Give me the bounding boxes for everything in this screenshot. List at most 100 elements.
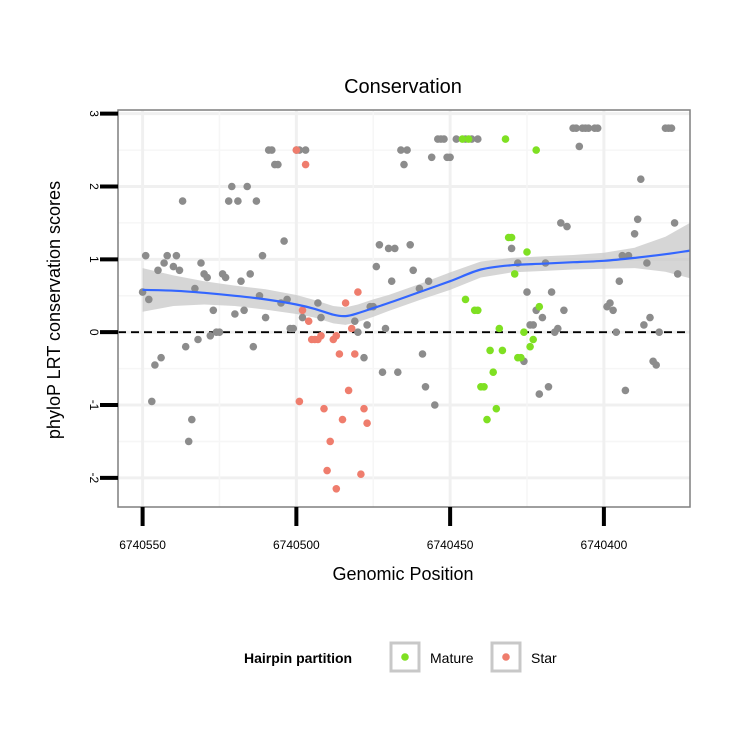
point-other <box>169 262 178 271</box>
point-other <box>209 306 218 315</box>
point-other <box>354 328 362 337</box>
point-mature <box>498 346 507 355</box>
y-tick-label: -1 <box>87 400 101 411</box>
confidence-band <box>142 222 691 325</box>
point-other <box>652 361 660 369</box>
point-other <box>249 342 258 351</box>
point-other <box>172 251 181 260</box>
point-other <box>289 324 298 333</box>
point-star <box>357 470 365 479</box>
point-other <box>621 386 630 395</box>
point-other <box>237 277 245 286</box>
point-other <box>178 197 187 205</box>
point-mature <box>458 135 467 143</box>
legend-title: Hairpin partition <box>244 650 352 666</box>
point-other <box>397 146 405 154</box>
point-mature <box>535 302 544 311</box>
point-other <box>378 368 387 377</box>
point-other <box>633 215 642 224</box>
point-mature <box>461 295 470 304</box>
point-star <box>317 332 325 340</box>
point-other <box>191 284 199 293</box>
axes: 3 2 1 0 -1 -2 6740550 6740500 6740450 6740400 <box>87 110 628 552</box>
point-other <box>643 259 651 267</box>
point-other <box>612 328 620 337</box>
point-star <box>323 466 331 475</box>
x-axis-label: Genomic Position <box>332 564 473 584</box>
point-other <box>215 328 224 337</box>
point-other <box>280 237 288 245</box>
point-other <box>563 222 571 231</box>
point-mature <box>483 415 491 424</box>
point-other <box>446 153 454 162</box>
point-other <box>547 288 556 296</box>
point-other <box>593 124 602 132</box>
point-star <box>304 317 313 326</box>
legend-star-dot <box>502 653 510 661</box>
point-mature <box>529 335 537 344</box>
point-other <box>258 251 267 260</box>
point-other <box>314 299 322 307</box>
point-other <box>221 273 230 282</box>
point-other <box>535 390 544 398</box>
point-other <box>572 124 580 132</box>
point-mature <box>523 248 531 256</box>
y-tick-label: 3 <box>87 110 101 117</box>
point-other <box>557 219 565 227</box>
legend-label-star: Star <box>531 650 557 666</box>
point-star <box>335 350 344 358</box>
point-mature <box>464 135 473 143</box>
point-other <box>409 266 418 275</box>
point-other <box>243 182 251 191</box>
point-other <box>194 335 202 344</box>
point-other <box>640 321 648 329</box>
point-other <box>246 270 254 278</box>
y-axis-label: phyloP LRT conservation scores <box>44 181 64 439</box>
point-star <box>347 324 356 333</box>
point-star <box>351 350 359 358</box>
point-other <box>154 266 162 275</box>
point-other <box>141 251 150 260</box>
x-tick-label: 6740450 <box>427 538 474 552</box>
smooth-trend-line <box>142 249 691 318</box>
point-star <box>363 419 371 428</box>
point-other <box>268 146 276 154</box>
chart-title: Conservation <box>344 76 462 98</box>
point-star <box>301 160 310 169</box>
point-other <box>175 266 184 275</box>
point-mature <box>517 353 525 362</box>
point-mature <box>501 135 510 143</box>
point-other <box>231 310 239 318</box>
point-other <box>452 135 461 143</box>
point-other <box>406 241 415 249</box>
point-star <box>360 404 368 413</box>
point-other <box>163 251 171 260</box>
point-other <box>317 313 325 322</box>
point-other <box>554 324 562 333</box>
x-tick-label: 6740500 <box>273 538 320 552</box>
point-other <box>421 383 430 391</box>
point-other <box>606 299 614 307</box>
point-mature <box>526 342 534 351</box>
point-other <box>440 135 448 143</box>
point-other <box>544 383 553 391</box>
point-other <box>418 350 427 358</box>
point-other <box>667 124 676 132</box>
point-mature <box>480 383 488 391</box>
point-other <box>381 324 390 333</box>
point-other <box>646 313 654 322</box>
point-mature <box>507 233 516 242</box>
point-other <box>184 437 193 446</box>
point-other <box>424 277 433 286</box>
plot-panel-border <box>117 109 691 508</box>
point-other <box>151 361 159 369</box>
point-mature <box>492 404 501 413</box>
point-other <box>427 153 436 162</box>
point-other <box>240 306 248 315</box>
point-other <box>145 295 153 304</box>
point-other <box>618 251 627 260</box>
point-other <box>637 175 645 183</box>
point-other <box>206 332 215 340</box>
point-other <box>387 277 396 286</box>
